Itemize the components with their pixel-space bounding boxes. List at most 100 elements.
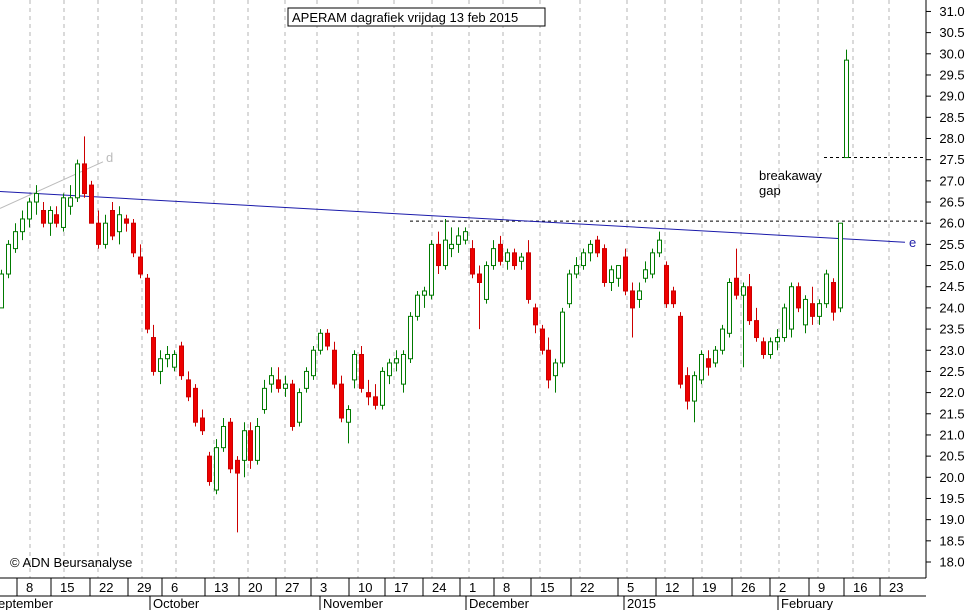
candle-body [235,459,240,474]
candle-body [75,163,80,199]
candle-body [429,243,434,296]
candle-85 [588,240,593,262]
candle-43 [297,388,302,427]
candle-body [158,358,163,372]
candle-body [394,358,399,364]
candle-body [782,307,787,339]
candle-95 [657,231,662,258]
candle-body [553,362,558,377]
date-label-23: 23 [889,580,903,595]
candle-body [768,341,773,355]
candle-body [470,248,475,275]
candle-39 [269,367,274,393]
candle-112 [775,329,780,351]
candle-48 [332,341,337,389]
candle-26 [179,341,184,380]
candle-19 [131,218,136,258]
candle-body [498,243,503,262]
candle-body [269,375,274,385]
date-label-11: 24 [432,580,446,595]
candle-body [248,430,253,461]
date-label-15: 22 [580,580,594,595]
price-label-25: 30.5 [939,25,964,40]
title-box [287,7,546,27]
candle-body [27,201,32,220]
candle-49 [339,375,344,423]
candle-108 [747,274,752,325]
candle-body [720,328,725,351]
date-label-19: 26 [741,580,755,595]
candle-body [200,417,205,432]
candle-65 [449,227,454,258]
candle-body [165,353,170,360]
price-label-4: 20.0 [939,470,964,485]
candle-122 [844,49,849,159]
gap-label: gap [759,183,781,198]
candle-body [262,387,267,411]
candle-6 [41,202,46,228]
candle-116 [803,295,808,334]
candle-1 [6,240,11,279]
candle-36 [248,422,253,469]
candle-body [359,353,364,389]
date-label-0: 8 [26,580,33,595]
candle-body [124,218,129,224]
candle-29 [200,409,205,435]
candle-89 [616,265,621,287]
candle-115 [796,282,801,313]
candle-body [297,392,302,423]
candle-body [401,353,406,385]
candle-56 [387,358,392,385]
candle-body [145,277,150,330]
date-label-22: 16 [853,580,867,595]
candle-body [616,265,621,279]
candle-67 [463,227,468,245]
candle-73 [505,248,510,270]
candle-body [110,209,115,237]
candle-15 [103,214,108,249]
date-label-2: 22 [99,580,113,595]
price-label-7: 21.5 [939,406,964,421]
price-label-24: 30.0 [939,46,964,61]
candle-82 [567,269,572,308]
candle-54 [373,384,378,410]
price-label-6: 21.0 [939,427,964,442]
copyright-text: © ADN Beursanalyse [10,555,132,570]
price-label-3: 19.5 [939,491,964,506]
month-label-4: 2015 [627,596,656,610]
candle-93 [643,261,648,283]
date-label-7: 27 [285,580,299,595]
candle-20 [138,244,143,279]
price-label-10: 23.0 [939,343,964,358]
candle-63 [436,231,441,275]
price-label-18: 27.0 [939,173,964,188]
candle-body [242,430,247,461]
candle-84 [581,248,586,270]
candle-body [96,222,101,245]
candle-113 [782,303,787,342]
candle-body [332,349,337,385]
date-label-8: 3 [320,580,327,595]
candle-61 [422,286,427,308]
candle-80 [553,358,558,393]
candle-body [89,184,94,224]
date-label-12: 1 [469,580,476,595]
candle-79 [546,337,551,389]
gap-level-lines [410,157,926,222]
date-label-20: 2 [779,580,786,595]
price-label-23: 29.5 [939,67,964,82]
candle-57 [394,350,399,372]
candle-47 [325,329,330,351]
candle-64 [443,218,448,270]
candle-body [533,307,538,326]
candle-body [505,252,510,262]
candle-body [151,337,156,372]
candle-body [193,387,198,423]
candle-81 [560,307,565,368]
candle-body [831,281,836,313]
price-label-8: 22.0 [939,385,964,400]
candle-41 [283,375,288,397]
candle-46 [318,329,323,355]
candle-117 [810,286,815,325]
